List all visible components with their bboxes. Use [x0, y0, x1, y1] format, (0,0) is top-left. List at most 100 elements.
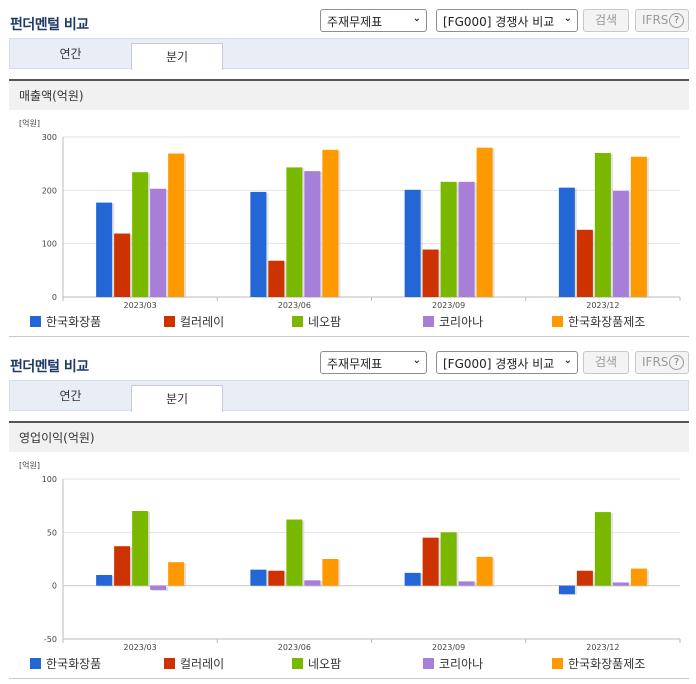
chart-panel-title: 매출액(억원) [9, 79, 689, 110]
bar [594, 512, 611, 586]
bar [168, 153, 185, 297]
bar [304, 171, 321, 297]
compare-value: [FG000] 경쟁사 비교 [443, 357, 555, 371]
legend-item[interactable]: 한국화장품 [30, 655, 101, 672]
bar [322, 149, 339, 297]
tab-annual[interactable]: 연간 [59, 47, 82, 61]
compare-select[interactable]: [FG000] 경쟁사 비교 ⌄ [436, 351, 578, 374]
report-type-select[interactable]: 주재무제표 ⌄ [320, 9, 427, 32]
x-tick-label: 2023/06 [278, 643, 311, 652]
search-button[interactable]: 검색 [583, 9, 629, 32]
bar [594, 153, 611, 297]
ifrs-button[interactable]: IFRS? [635, 9, 689, 32]
legend-label: 코리아나 [439, 315, 484, 329]
bar [576, 570, 593, 586]
x-tick-label: 2023/03 [124, 301, 157, 310]
bar [132, 172, 149, 297]
legend-swatch [552, 658, 563, 669]
legend-item[interactable]: 한국화장품 [30, 313, 101, 330]
bar [322, 559, 339, 586]
legend-item[interactable]: 코리아나 [423, 313, 483, 330]
legend-item[interactable]: 컬러레이 [164, 655, 224, 672]
divider [9, 336, 689, 337]
legend-swatch [292, 658, 303, 669]
y-tick-label: 100 [42, 475, 57, 484]
bar [96, 575, 113, 586]
legend-item[interactable]: 한국화장품제조 [552, 655, 645, 672]
ifrs-button[interactable]: IFRS? [635, 351, 689, 374]
bar [558, 585, 575, 595]
section-title: 펀더멘털 비교 [10, 17, 89, 33]
period-tabs: 연간 분기 [9, 380, 689, 412]
bar [268, 570, 285, 586]
report-type-value: 주재무제표 [327, 15, 383, 29]
legend-swatch [423, 316, 434, 327]
ifrs-label: IFRS [642, 13, 669, 27]
bar [612, 190, 629, 297]
x-tick-label: 2023/06 [278, 301, 311, 310]
legend-item[interactable]: 한국화장품제조 [552, 313, 645, 330]
bar [476, 147, 493, 297]
search-button[interactable]: 검색 [583, 351, 629, 374]
help-icon[interactable]: ? [669, 13, 684, 28]
bar [458, 181, 475, 297]
legend-item[interactable]: 컬러레이 [164, 313, 224, 330]
y-tick-label: -50 [44, 635, 57, 644]
bar [630, 156, 647, 297]
bar [132, 511, 149, 586]
help-icon[interactable]: ? [669, 355, 684, 370]
bar [440, 181, 457, 297]
legend-item[interactable]: 코리아나 [423, 655, 483, 672]
bar [422, 537, 439, 586]
y-tick-label: 0 [52, 582, 57, 591]
bar [304, 580, 321, 586]
compare-value: [FG000] 경쟁사 비교 [443, 15, 555, 29]
legend-label: 한국화장품 [46, 315, 102, 329]
chevron-down-icon: ⌄ [412, 355, 421, 366]
report-type-select[interactable]: 주재무제표 ⌄ [320, 351, 427, 374]
period-tabs: 연간 분기 [9, 38, 689, 70]
bar [96, 202, 113, 297]
legend-item[interactable]: 네오팜 [292, 313, 341, 330]
divider [9, 678, 689, 679]
bar [612, 582, 629, 586]
bar [630, 568, 647, 586]
x-tick-label: 2023/09 [432, 643, 465, 652]
tab-quarter[interactable]: 분기 [131, 43, 223, 70]
x-tick-label: 2023/09 [432, 301, 465, 310]
operating-profit-bar-chart: [억원] -50 0 50 100 2023/03 2023/06 2023/09 2023/1… [19, 460, 681, 652]
legend-label: 한국화장품 [46, 657, 102, 671]
legend-label: 네오팜 [308, 657, 342, 671]
unit-label: [억원] [19, 460, 40, 470]
bar [150, 585, 167, 590]
legend-label: 컬러레이 [180, 657, 225, 671]
legend-swatch [164, 316, 175, 327]
legend-label: 한국화장품제조 [568, 315, 646, 329]
legend-label: 네오팜 [308, 315, 342, 329]
legend-swatch [552, 316, 563, 327]
y-tick-label: 50 [47, 528, 57, 537]
bar [576, 229, 593, 297]
bar [150, 188, 167, 297]
bar [422, 249, 439, 297]
ifrs-label: IFRS [642, 355, 669, 369]
legend-swatch [164, 658, 175, 669]
chart-legend: 한국화장품 컬러레이 네오팜 코리아나 한국화장품제조 [30, 313, 680, 331]
x-tick-label: 2023/12 [586, 301, 619, 310]
legend-swatch [30, 658, 41, 669]
y-tick-label: 0 [52, 293, 57, 302]
chevron-down-icon: ⌄ [412, 13, 421, 24]
bar [404, 189, 421, 297]
y-tick-label: 300 [42, 133, 57, 142]
legend-item[interactable]: 네오팜 [292, 655, 341, 672]
bar [114, 233, 131, 297]
tab-annual[interactable]: 연간 [59, 389, 82, 403]
chart-legend: 한국화장품 컬러레이 네오팜 코리아나 한국화장품제조 [30, 655, 680, 673]
legend-swatch [292, 316, 303, 327]
y-tick-label: 100 [42, 240, 57, 249]
chevron-down-icon: ⌄ [563, 13, 572, 24]
compare-select[interactable]: [FG000] 경쟁사 비교 ⌄ [436, 9, 578, 32]
x-tick-label: 2023/03 [124, 643, 157, 652]
bar [558, 187, 575, 297]
tab-quarter[interactable]: 분기 [131, 385, 223, 412]
